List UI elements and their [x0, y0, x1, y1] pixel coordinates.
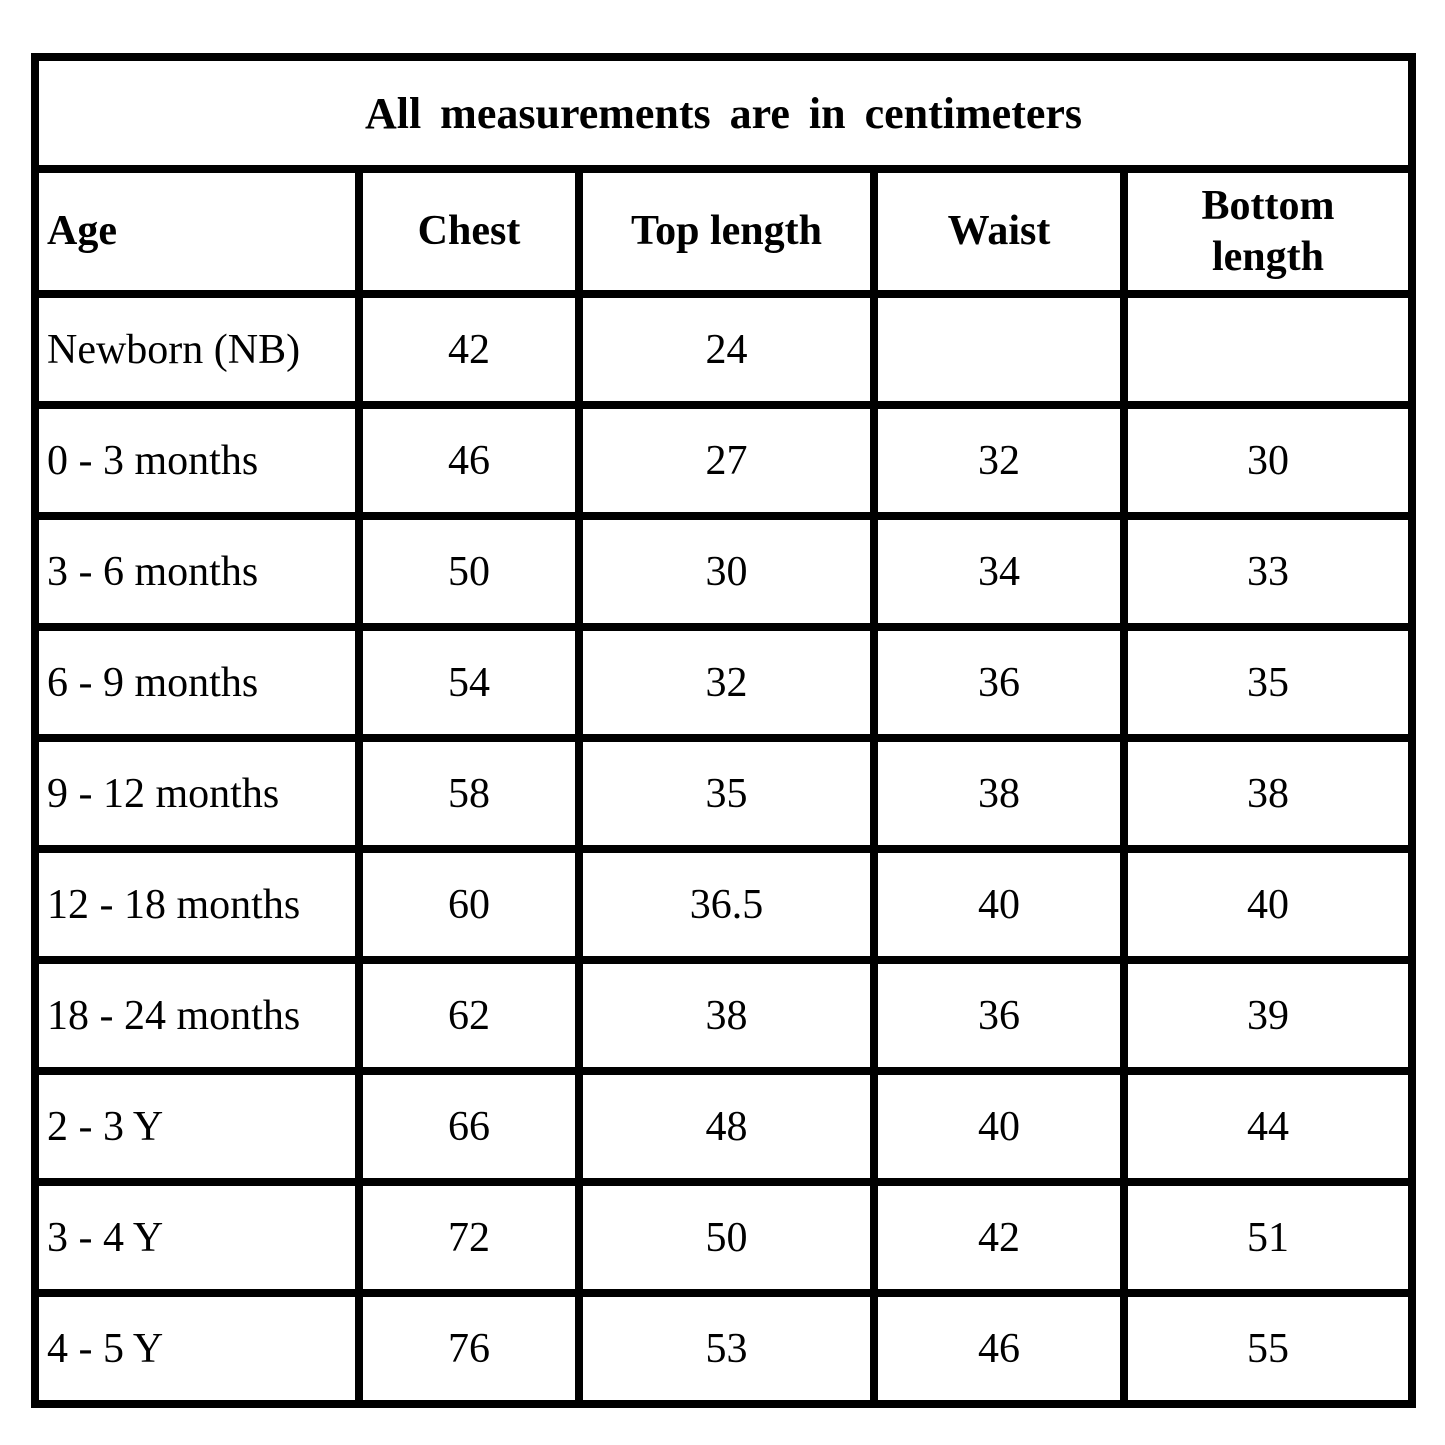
cell-bottom-length: 55: [1120, 1289, 1416, 1408]
cell-bottom-length: 38: [1120, 734, 1416, 853]
column-header-waist: Waist: [870, 165, 1128, 298]
cell-bottom-length: 40: [1120, 845, 1416, 964]
cell-chest: 76: [355, 1289, 583, 1408]
cell-waist: [870, 290, 1128, 409]
column-header-chest: Chest: [355, 165, 583, 298]
column-header-age: Age: [31, 165, 363, 298]
table-row: Newborn (NB) 42 24: [31, 290, 1416, 409]
cell-chest: 62: [355, 956, 583, 1075]
table-row: 9 - 12 months 58 35 38 38: [31, 734, 1416, 853]
cell-age: 3 - 6 months: [31, 512, 363, 631]
cell-bottom-length: 33: [1120, 512, 1416, 631]
cell-bottom-length: 30: [1120, 401, 1416, 520]
cell-top-length: 36.5: [575, 845, 878, 964]
column-header-bottom-length: Bottom length: [1120, 165, 1416, 298]
cell-top-length: 30: [575, 512, 878, 631]
cell-age: 9 - 12 months: [31, 734, 363, 853]
cell-top-length: 24: [575, 290, 878, 409]
cell-chest: 46: [355, 401, 583, 520]
cell-waist: 36: [870, 956, 1128, 1075]
table-row: 2 - 3 Y 66 48 40 44: [31, 1067, 1416, 1186]
cell-chest: 42: [355, 290, 583, 409]
cell-top-length: 50: [575, 1178, 878, 1297]
cell-age: 0 - 3 months: [31, 401, 363, 520]
cell-top-length: 53: [575, 1289, 878, 1408]
cell-waist: 40: [870, 845, 1128, 964]
table-title: All measurements are in centimeters: [31, 53, 1416, 173]
cell-bottom-length: 51: [1120, 1178, 1416, 1297]
table-row: 18 - 24 months 62 38 36 39: [31, 956, 1416, 1075]
column-header-top-length: Top length: [575, 165, 878, 298]
cell-age: 18 - 24 months: [31, 956, 363, 1075]
cell-waist: 36: [870, 623, 1128, 742]
cell-chest: 58: [355, 734, 583, 853]
cell-top-length: 27: [575, 401, 878, 520]
cell-chest: 60: [355, 845, 583, 964]
cell-waist: 42: [870, 1178, 1128, 1297]
cell-bottom-length: 44: [1120, 1067, 1416, 1186]
cell-age: 3 - 4 Y: [31, 1178, 363, 1297]
cell-top-length: 48: [575, 1067, 878, 1186]
table-row: 12 - 18 months 60 36.5 40 40: [31, 845, 1416, 964]
cell-waist: 46: [870, 1289, 1128, 1408]
table-row: 4 - 5 Y 76 53 46 55: [31, 1289, 1416, 1408]
cell-chest: 72: [355, 1178, 583, 1297]
table-row: 6 - 9 months 54 32 36 35: [31, 623, 1416, 742]
cell-waist: 32: [870, 401, 1128, 520]
table-header-row: Age Chest Top length Waist Bottom length: [31, 165, 1416, 298]
cell-waist: 40: [870, 1067, 1128, 1186]
cell-age: 12 - 18 months: [31, 845, 363, 964]
cell-age: 4 - 5 Y: [31, 1289, 363, 1408]
cell-chest: 54: [355, 623, 583, 742]
size-chart-table: All measurements are in centimeters Age …: [31, 53, 1416, 1408]
table-row: 0 - 3 months 46 27 32 30: [31, 401, 1416, 520]
cell-waist: 34: [870, 512, 1128, 631]
cell-bottom-length: [1120, 290, 1416, 409]
column-header-bottom-length-label: Bottom length: [1201, 183, 1335, 280]
cell-top-length: 38: [575, 956, 878, 1075]
cell-top-length: 35: [575, 734, 878, 853]
cell-chest: 66: [355, 1067, 583, 1186]
cell-waist: 38: [870, 734, 1128, 853]
table-row: 3 - 4 Y 72 50 42 51: [31, 1178, 1416, 1297]
cell-bottom-length: 39: [1120, 956, 1416, 1075]
cell-age: 6 - 9 months: [31, 623, 363, 742]
cell-age: Newborn (NB): [31, 290, 363, 409]
cell-chest: 50: [355, 512, 583, 631]
cell-top-length: 32: [575, 623, 878, 742]
cell-bottom-length: 35: [1120, 623, 1416, 742]
cell-age: 2 - 3 Y: [31, 1067, 363, 1186]
table-title-row: All measurements are in centimeters: [31, 53, 1416, 173]
table-row: 3 - 6 months 50 30 34 33: [31, 512, 1416, 631]
